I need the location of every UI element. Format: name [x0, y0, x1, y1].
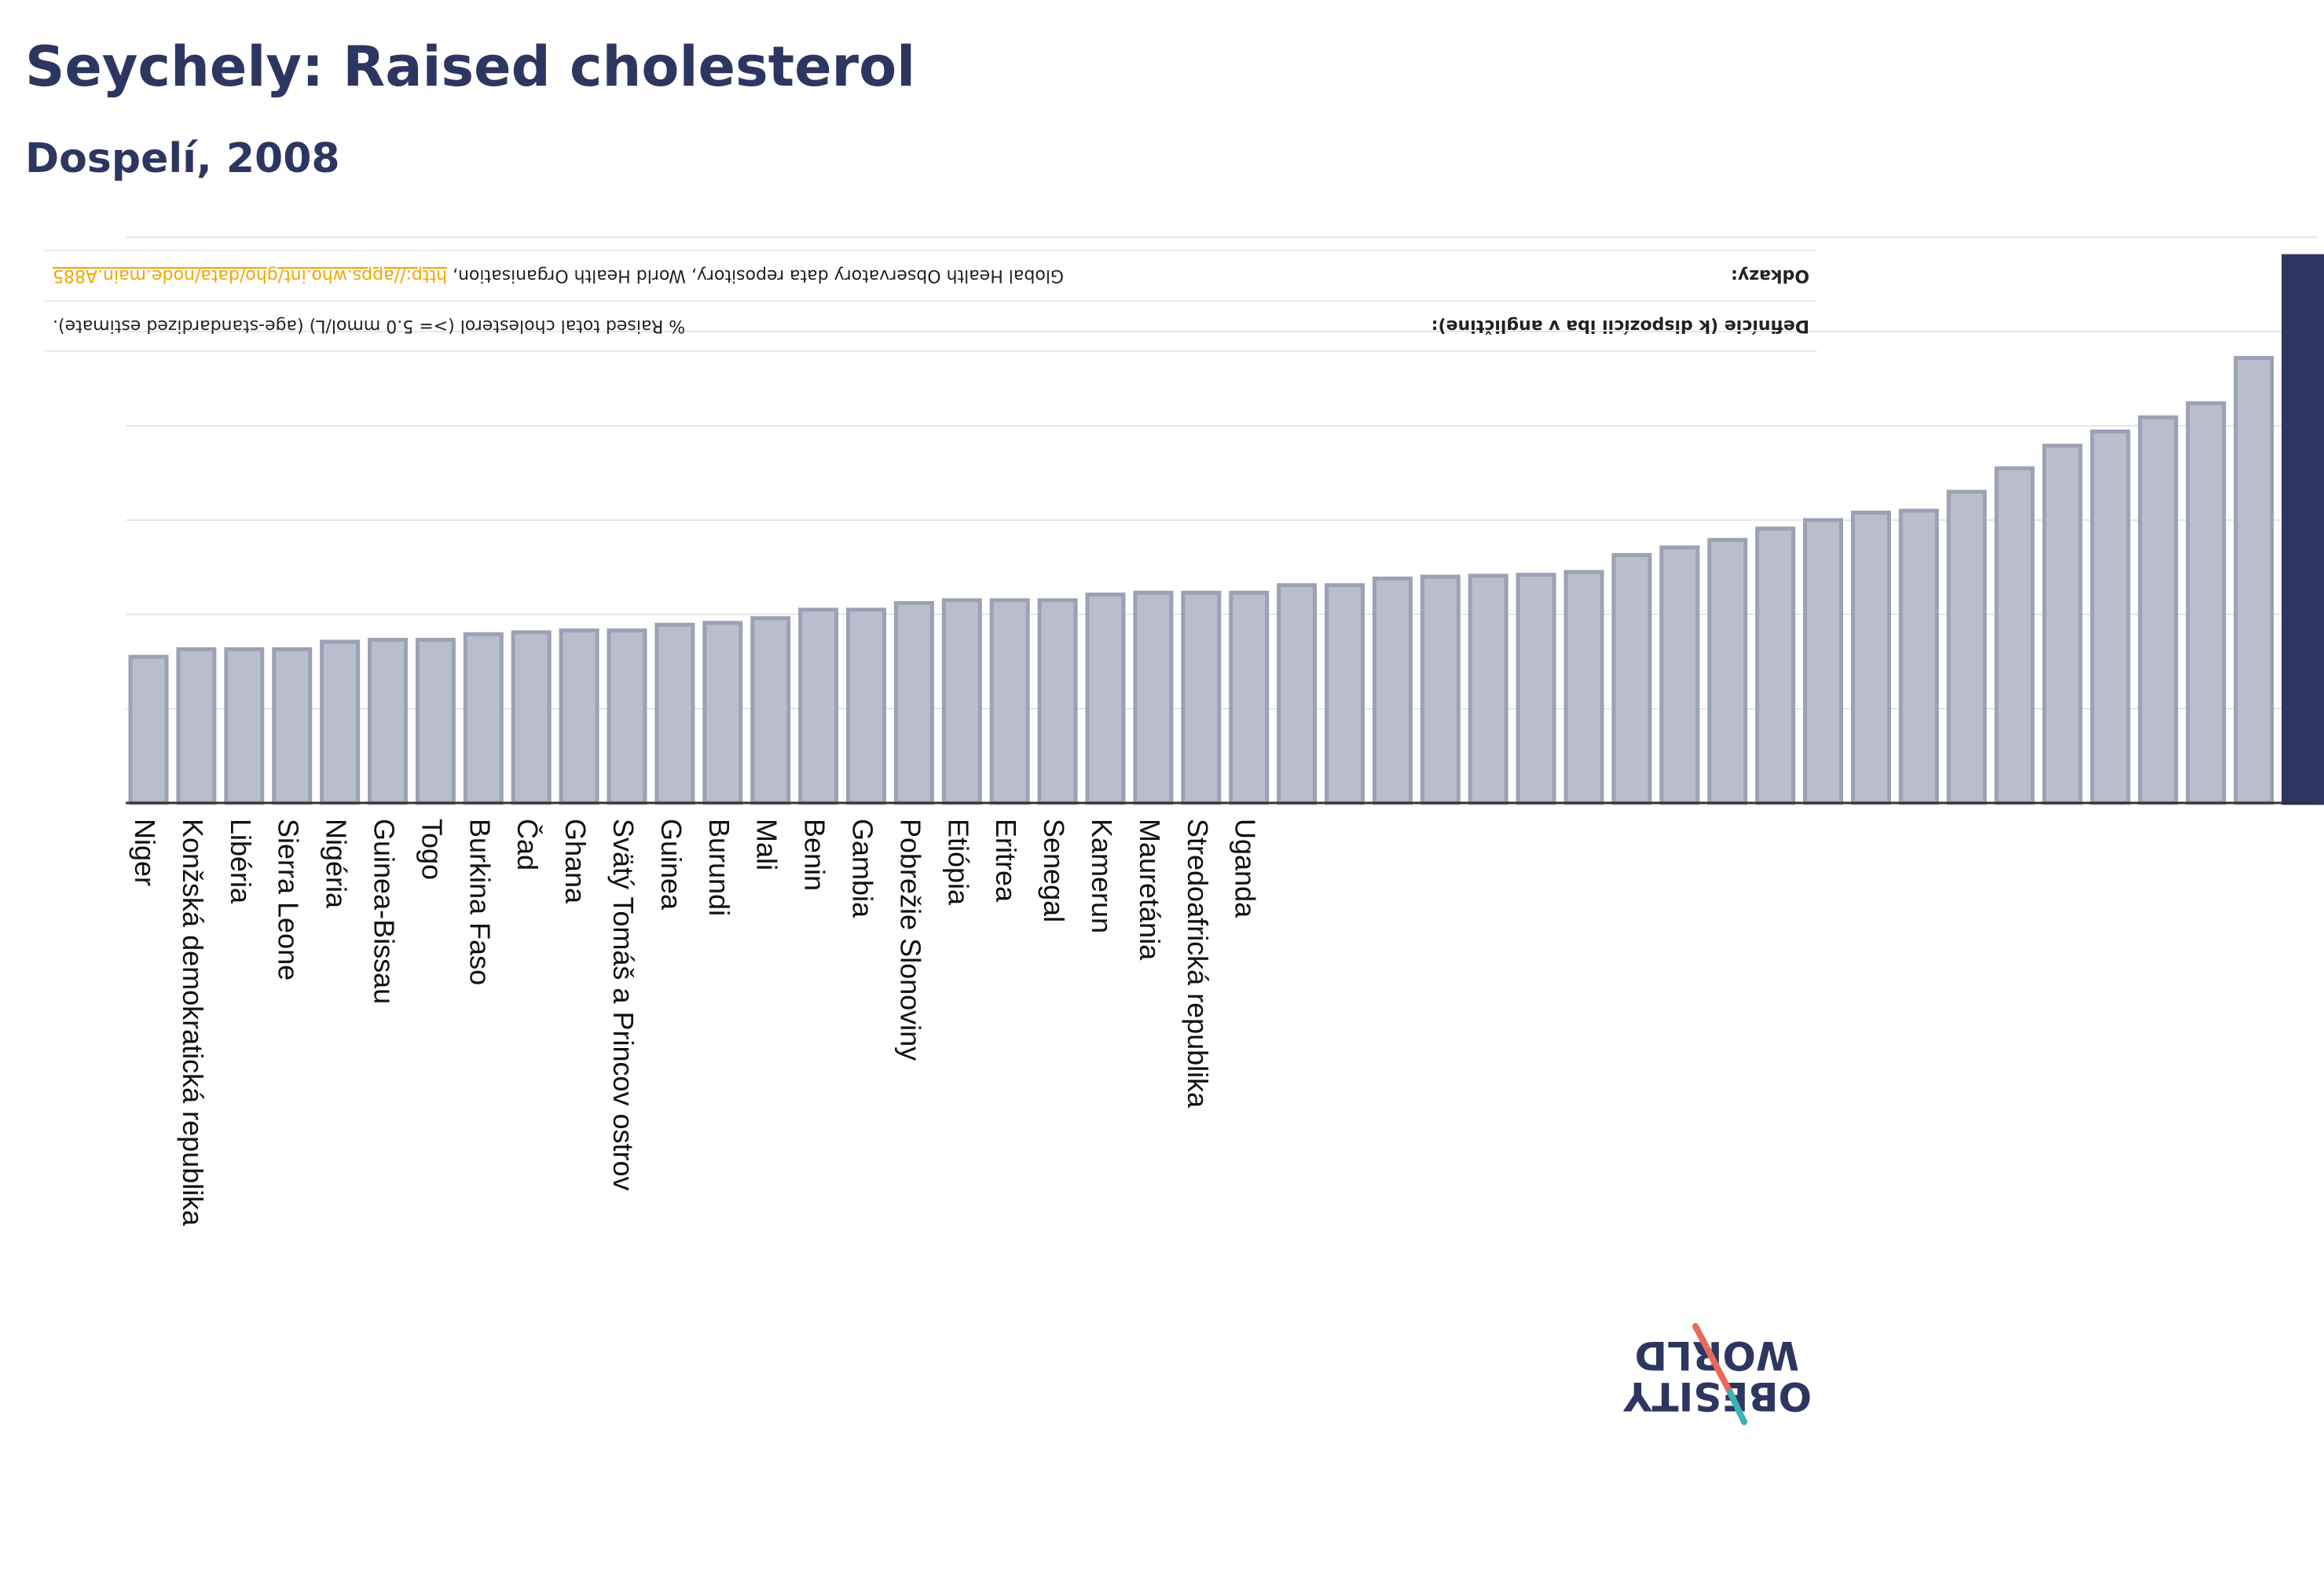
bar[interactable] [2090, 429, 2131, 805]
world-obesity-logo: OBESITY WORLD [1623, 1323, 1812, 1425]
references-link[interactable]: http://apps.who.int/gho/data/node.main.A… [53, 266, 448, 286]
x-tick-label: Mali [751, 819, 783, 870]
bar[interactable] [989, 598, 1030, 805]
x-tick-label: Sierra Leone [273, 819, 305, 980]
chart-subtitle: Dospelí, 2008 [25, 135, 340, 182]
bar[interactable] [1325, 583, 1365, 805]
bar[interactable] [750, 616, 791, 805]
x-tick-label: Kamerun [1086, 819, 1118, 933]
bar[interactable] [1181, 590, 1222, 805]
x-tick-label: Libéria [225, 819, 257, 904]
x-tick-label: Mauretánia [1134, 819, 1166, 961]
logo-slash-teal [1727, 1389, 1747, 1425]
bar[interactable] [1994, 466, 2035, 805]
bar[interactable] [511, 630, 552, 805]
bar[interactable] [1755, 526, 1796, 805]
bar[interactable] [1372, 576, 1413, 805]
x-tick-label: Ghana [559, 819, 592, 904]
bar[interactable] [2186, 401, 2227, 805]
bar[interactable] [559, 628, 599, 805]
bar[interactable] [846, 607, 886, 805]
definition-table: Definície (k dispozícii iba v angličtine… [45, 250, 1817, 352]
bar[interactable] [463, 632, 504, 805]
x-tick-label: Čad [511, 819, 544, 870]
references-content: Global Health Observatory data repositor… [53, 266, 1064, 286]
bar[interactable] [1898, 508, 1939, 805]
references-label: Odkazy: [1731, 266, 1809, 286]
bar[interactable] [1085, 592, 1126, 805]
bar[interactable] [654, 622, 695, 805]
x-tick-labels: Niger Konžská demokratická republika Libér… [129, 819, 1262, 1226]
bar[interactable] [1659, 545, 1700, 805]
bar[interactable] [2042, 443, 2083, 805]
references-row: Odkazy: Global Health Observatory data r… [45, 250, 1817, 302]
bar[interactable] [1850, 510, 1891, 805]
bar[interactable] [224, 647, 265, 805]
logo-slash-red [1692, 1323, 1733, 1395]
x-tick-label: Konžská demokratická republika [177, 819, 209, 1226]
x-tick-label: Stredoafrická republika [1182, 819, 1214, 1109]
x-tick-label: Pobrežie Slonoviny [894, 819, 926, 1061]
bar[interactable] [272, 647, 313, 805]
x-tick-label: Togo [416, 819, 448, 880]
bar[interactable] [893, 601, 934, 805]
bar[interactable] [320, 640, 361, 805]
x-tick-label: Guinea-Bissau [368, 819, 401, 1004]
x-tick-label: Etiópia [942, 819, 974, 906]
x-tick-label: Burundi [703, 819, 735, 916]
definition-label: Definície (k dispozícii iba v angličtine… [1431, 316, 1809, 336]
bar[interactable] [415, 637, 456, 805]
bar[interactable] [1611, 552, 1652, 805]
bar[interactable] [702, 621, 743, 805]
bar[interactable] [1277, 583, 1318, 805]
x-tick-label: Benin [799, 819, 831, 891]
bar[interactable] [941, 598, 982, 805]
references-text: Global Health Observatory data repositor… [453, 266, 1064, 286]
bar[interactable] [1420, 574, 1461, 805]
x-tick-label: Nigéria [321, 819, 353, 909]
bar[interactable] [1133, 590, 1174, 805]
x-tick-label: Guinea [655, 819, 687, 911]
bar[interactable] [176, 647, 217, 805]
bar[interactable] [1707, 537, 1748, 805]
logo-line1: OBESITY [1623, 1373, 1812, 1419]
bar[interactable] [128, 654, 169, 805]
x-tick-label: Burkina Faso [464, 819, 496, 985]
x-tick-label: Svätý Tomáš a Princov ostrov [607, 819, 640, 1191]
bar[interactable] [2138, 415, 2179, 805]
x-tick-label: Gambia [847, 819, 879, 918]
bar[interactable] [1516, 573, 1556, 805]
bar[interactable] [2234, 356, 2275, 805]
bar[interactable] [1229, 590, 1270, 805]
bar[interactable] [1037, 598, 1078, 805]
bar[interactable] [1563, 570, 1604, 805]
bar[interactable] [1803, 518, 1843, 805]
bar[interactable] [368, 637, 408, 805]
highlight-bar[interactable] [2282, 254, 2324, 805]
bar[interactable] [1946, 489, 1987, 805]
bar[interactable] [607, 628, 647, 805]
definition-row: Definície (k dispozícii iba v angličtine… [45, 302, 1817, 352]
x-tick-label: Eritrea [990, 819, 1022, 903]
bar[interactable] [1468, 574, 1508, 805]
x-tick-label: Uganda [1230, 819, 1262, 918]
bars [128, 254, 2324, 805]
x-tick-label: Senegal [1038, 819, 1070, 922]
x-tick-label: Niger [129, 819, 161, 886]
bar[interactable] [798, 607, 839, 805]
definition-text: % Raised total cholesterol (>= 5.0 mmol/… [53, 316, 686, 336]
chart-title: Seychely: Raised cholesterol [25, 35, 916, 99]
